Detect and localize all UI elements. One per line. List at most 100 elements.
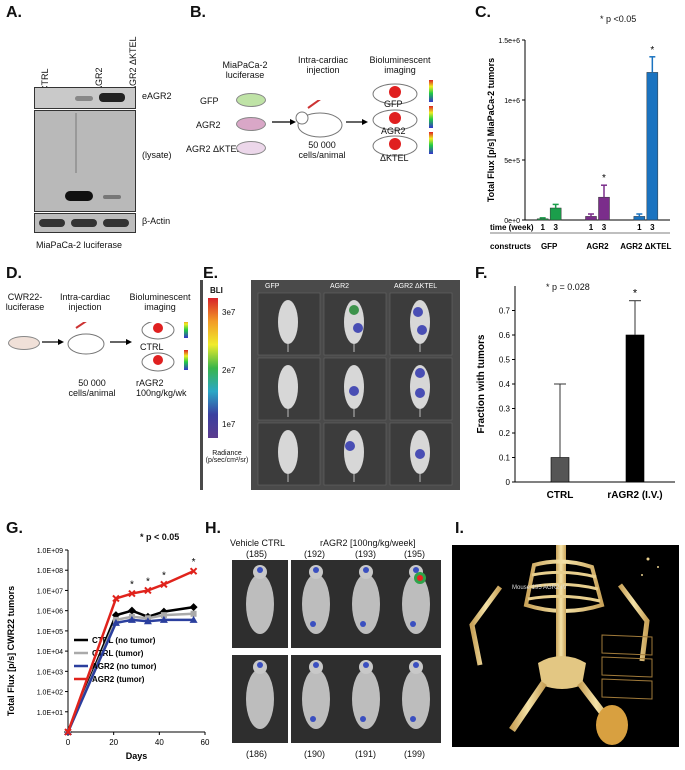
h-bli-spot (413, 567, 419, 573)
g-ytick-label: 1.0E+02 (37, 690, 63, 697)
panel-a-label: A. (6, 4, 22, 21)
d-imaging-label: Bioluminescent imaging (129, 292, 191, 312)
h-id-199: (199) (404, 749, 426, 759)
c-row2-label: constructs (490, 242, 531, 251)
c-week-label: 1 (540, 223, 545, 232)
f-ytick-label: 0.1 (499, 454, 511, 463)
g-point (189, 615, 198, 623)
d-schematic (42, 322, 188, 372)
e-colorbar (208, 298, 218, 438)
b-group-gfp: GFP (200, 96, 219, 106)
f-ytick-label: 0.3 (499, 405, 511, 414)
g-point (160, 612, 167, 619)
h-id-195: (195) (404, 549, 426, 559)
e-mouse-grid-content (257, 292, 453, 486)
g-ytick-label: 1.0E+08 (37, 568, 63, 575)
dish-dktel-icon (236, 141, 266, 155)
g-point (144, 586, 152, 595)
panel-b-label: B. (190, 4, 206, 21)
d-dose-label: 50 000 cells/animal (68, 378, 116, 398)
h-bli-spot (413, 662, 419, 668)
g-point (189, 603, 198, 612)
d-group-ctrl: CTRL (140, 342, 164, 352)
g-series-line (66, 605, 194, 733)
band-label-eagr2: eAGR2 (142, 91, 172, 101)
g-star: * (192, 557, 196, 568)
g-ytick-label: 1.0E+04 (37, 649, 63, 656)
band-label-actin: β-Actin (142, 216, 171, 226)
c-ytick-label: 1e+6 (504, 98, 520, 105)
g-point (127, 615, 136, 623)
b-imaging-label: Bioluminescent imaging (369, 55, 431, 75)
e-tick-2e7: 2e7 (222, 366, 236, 375)
dish-gfp-icon (236, 93, 266, 107)
c-row1-label: time (week) (490, 223, 534, 232)
e-bli-spot (349, 305, 359, 315)
b-injection-label: Intra-cardiac injection (297, 55, 349, 75)
d-group-ragr2: rAGR2 100ng/kg/wk (136, 378, 187, 398)
b-schematic (272, 100, 368, 138)
dish-agr2-icon (236, 117, 266, 131)
e-bli-spot (415, 368, 425, 378)
h-bli-spot (363, 567, 369, 573)
e-mouse-grid (257, 292, 453, 486)
blot-actin (34, 213, 136, 233)
g-ylabel: Total Flux [p/s] CWR22 tumors (6, 586, 16, 716)
f-ytick-label: 0.5 (499, 356, 511, 365)
blot-lysate (34, 110, 136, 212)
h-vehicle-label: Vehicle CTRL (230, 538, 286, 548)
h-id-186: (186) (246, 749, 268, 759)
h-mouse-body (352, 574, 380, 634)
b-mouse-dktel: ΔKTEL (380, 153, 409, 163)
g-point (159, 615, 168, 623)
e-bli-spot (353, 323, 363, 333)
c-week-label: 1 (637, 223, 642, 232)
g-point (112, 594, 120, 603)
b-dose-label: 50 000 cells/animal (298, 140, 346, 160)
g-point (128, 589, 136, 598)
g-point (190, 610, 197, 617)
e-bli-spot (417, 325, 427, 335)
g-annotation: * p < 0.05 (140, 532, 180, 542)
g-xtick-label: 0 (66, 738, 71, 747)
g-legend-label: AGR2 (tumor) (92, 675, 145, 684)
h-bli-spot (363, 662, 369, 668)
c-bar (549, 207, 562, 221)
b-imaged-mice (372, 80, 433, 157)
e-bli-spot (413, 307, 423, 317)
g-xtick-label: 40 (155, 738, 164, 747)
h-bli-spot (257, 662, 263, 668)
e-col-dktel: AGR2 ΔKTEL (394, 283, 438, 290)
f-bar (625, 334, 645, 483)
h-treatment-label: rAGR2 [100ng/kg/week] (320, 538, 416, 548)
c-star: * (602, 173, 606, 184)
f-category-label: CTRL (547, 490, 574, 501)
h-bli-spot (410, 716, 416, 722)
c-bar (633, 216, 646, 221)
h-bli-spot (313, 662, 319, 668)
e-scale-unit: Radiance (p/sec/cm²/sr) (205, 450, 249, 464)
g-point (111, 618, 120, 626)
g-xtick-label: 20 (109, 738, 118, 747)
h-bli-spot (360, 621, 366, 627)
c-ytick-label: 1.5e+6 (498, 38, 520, 45)
i-ct-render: Mouse 195 AGR2 IV (452, 545, 679, 747)
f-ytick-label: 0 (506, 478, 511, 487)
g-series-line (66, 618, 194, 733)
g-legend-label: CTRL (no tumor) (92, 636, 156, 645)
c-annotation: * p <0.05 (600, 14, 637, 24)
c-bar (598, 196, 610, 221)
f-ylabel: Fraction with tumors (476, 334, 487, 433)
c-ylabel: Total Flux [p/s] MiaPaCa-2 tumors (486, 58, 496, 202)
h-bli-spot (417, 575, 423, 581)
e-mouse-body (278, 365, 298, 409)
g-ytick-label: 1.0E+09 (37, 548, 63, 555)
d-cells-label: CWR22- luciferase (5, 292, 45, 312)
h-mouse-body (302, 669, 330, 729)
e-mouse-body (278, 430, 298, 474)
g-ytick-label: 1.0E+06 (37, 609, 63, 616)
panel-h-label: H. (205, 520, 221, 537)
c-bar (536, 218, 549, 221)
e-tick-3e7: 3e7 (222, 308, 236, 317)
e-mouse-body (344, 300, 364, 344)
